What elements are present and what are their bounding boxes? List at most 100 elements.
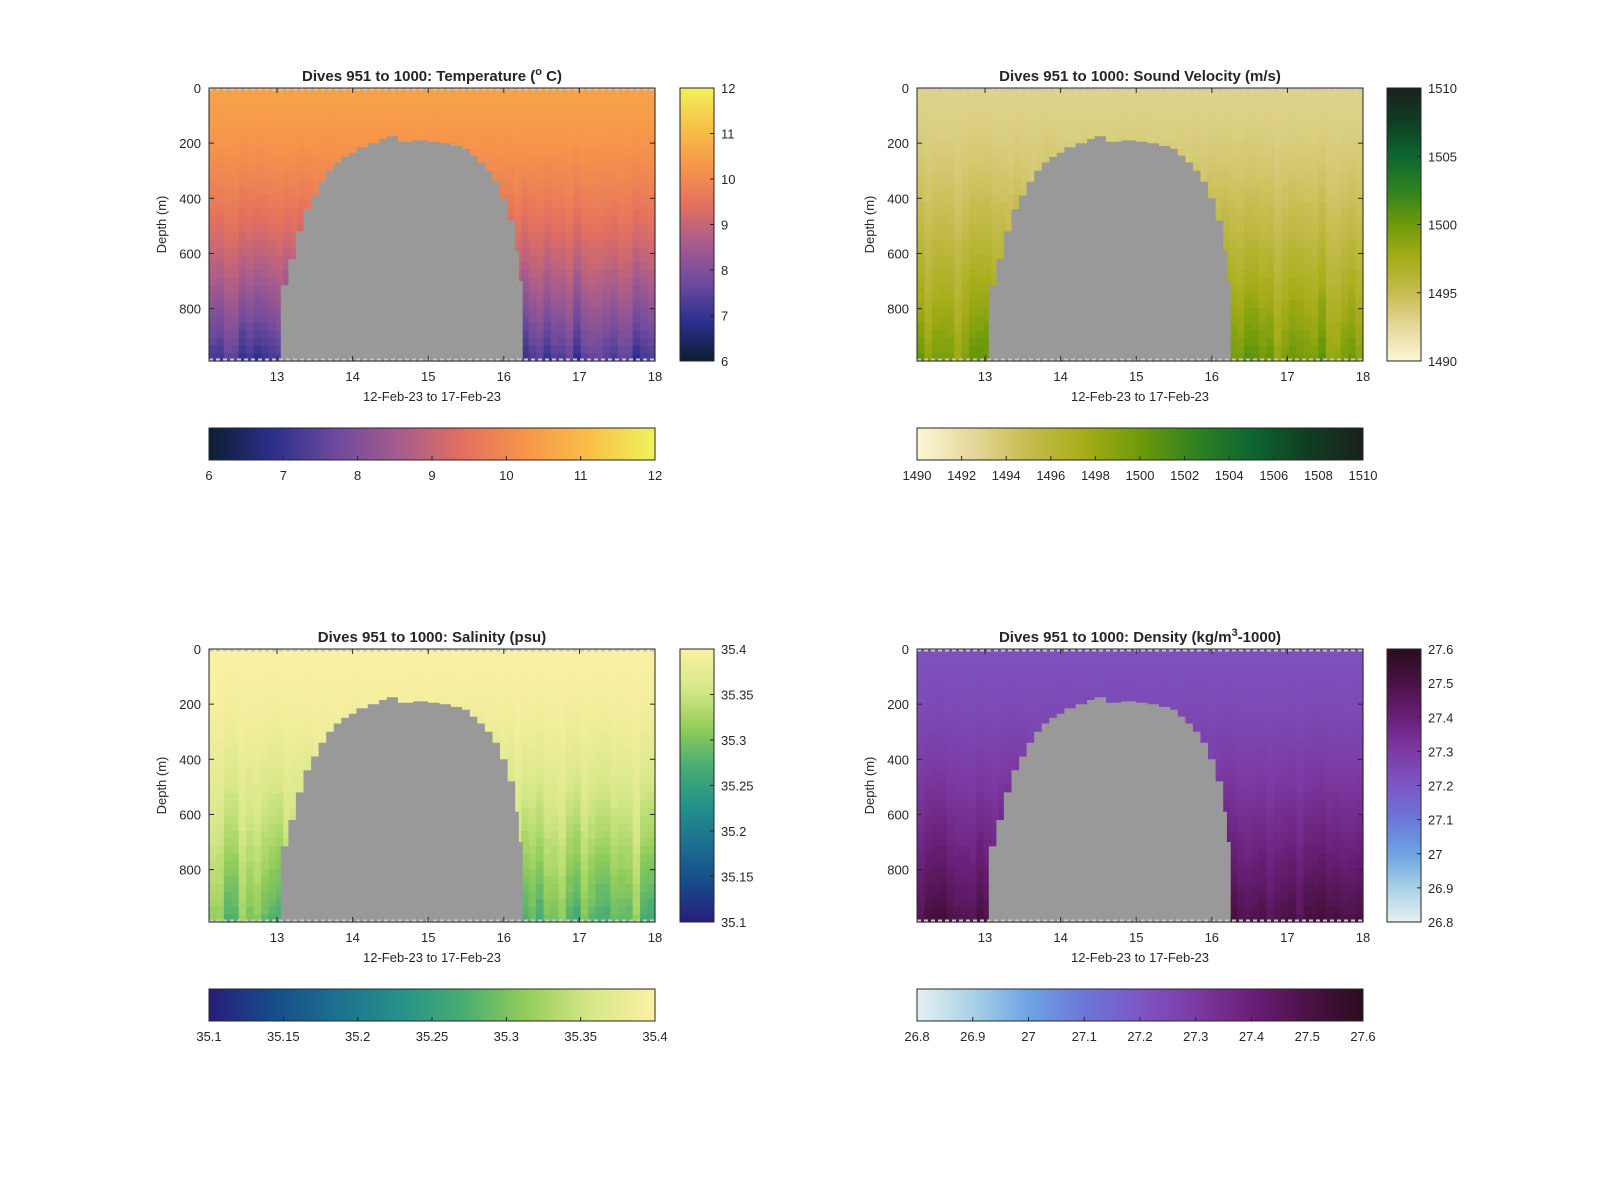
heatmap-cell: [484, 103, 493, 112]
heatmap-cell: [1325, 338, 1334, 347]
heatmap-cell: [275, 876, 284, 885]
heatmap-cell: [632, 141, 641, 150]
heatmap-cell: [313, 118, 322, 127]
heatmap-cell: [595, 353, 604, 362]
heatmap-cell: [275, 884, 284, 893]
heatmap-cell: [573, 338, 582, 347]
heatmap-cell: [1184, 125, 1193, 135]
heatmap-cell: [275, 95, 284, 104]
heatmap-cell: [498, 179, 507, 188]
heatmap-cell: [573, 156, 582, 165]
heatmap-cell: [506, 95, 515, 104]
heatmap-cell: [223, 95, 232, 104]
heatmap-cell: [231, 300, 240, 309]
heatmap-cell: [998, 209, 1007, 218]
heatmap-cell: [268, 307, 277, 317]
heatmap-cell: [1266, 125, 1275, 135]
hcolorbar-tick-label: 1504: [1215, 468, 1244, 483]
y-axis-label: Depth (m): [862, 196, 877, 254]
heatmap-cell: [1169, 125, 1178, 135]
heatmap-cell: [954, 88, 963, 97]
heatmap-cell: [917, 216, 926, 226]
heatmap-cell: [231, 110, 240, 119]
heatmap-cell: [550, 292, 559, 301]
heatmap-cell: [632, 262, 641, 271]
heatmap-cell: [231, 345, 240, 355]
heatmap-cell: [1214, 118, 1223, 127]
heatmap-cell: [521, 330, 530, 339]
heatmap-cell: [1251, 300, 1260, 309]
heatmap-cell: [275, 307, 284, 317]
heatmap-cell: [1348, 156, 1357, 165]
heatmap-cell: [1258, 270, 1267, 279]
heatmap-cell: [1221, 186, 1230, 195]
heatmap-cell: [246, 262, 255, 271]
heatmap-cell: [223, 846, 232, 855]
heatmap-cell: [1229, 338, 1238, 347]
heatmap-cell: [290, 649, 299, 658]
heatmap-cell: [939, 141, 948, 150]
heatmap-cell: [313, 179, 322, 188]
heatmap-cell: [1021, 95, 1030, 104]
heatmap-cell: [931, 209, 940, 218]
heatmap-cell: [261, 201, 270, 210]
heatmap-cell: [1258, 338, 1267, 347]
heatmap-cell: [1050, 118, 1059, 127]
heatmap-cell: [231, 141, 240, 150]
heatmap-cell: [261, 345, 270, 355]
heatmap-cell: [588, 345, 597, 355]
heatmap-cell: [1043, 148, 1052, 157]
heatmap-cell: [246, 740, 255, 749]
heatmap-cell: [1266, 277, 1275, 286]
heatmap-cell: [528, 330, 537, 339]
heatmap-cell: [1281, 118, 1290, 127]
heatmap-cell: [610, 315, 619, 324]
heatmap-cell: [1065, 110, 1074, 119]
heatmap-cell: [640, 118, 649, 127]
heatmap-cell: [976, 148, 985, 157]
heatmap-cell: [1214, 201, 1223, 210]
heatmap-cell: [1333, 148, 1342, 157]
heatmap-cell: [521, 125, 530, 135]
heatmap-cell: [1043, 118, 1052, 127]
heatmap-cell: [543, 307, 552, 317]
heatmap-cell: [528, 216, 537, 226]
heatmap-cell: [573, 95, 582, 104]
heatmap-cell: [275, 914, 284, 923]
heatmap-cell: [625, 345, 634, 355]
heatmap-cell: [595, 315, 604, 324]
heatmap-cell: [1251, 254, 1260, 264]
heatmap-cell: [424, 103, 433, 112]
heatmap-cell: [246, 118, 255, 127]
heatmap-cell: [1333, 239, 1342, 248]
heatmap-cell: [976, 292, 985, 301]
heatmap-cell: [640, 186, 649, 195]
heatmap-cell: [580, 88, 589, 97]
heatmap-cell: [1236, 110, 1245, 119]
heatmap-cell: [283, 800, 292, 809]
heatmap-cell: [565, 209, 574, 218]
heatmap-cell: [238, 755, 247, 764]
heatmap-cell: [1087, 133, 1096, 142]
heatmap-cell: [223, 884, 232, 893]
heatmap-cell: [223, 702, 232, 711]
heatmap-cell: [461, 88, 470, 97]
heatmap-cell: [647, 171, 656, 180]
heatmap-cell: [1236, 254, 1245, 264]
heatmap-cell: [625, 338, 634, 347]
heatmap-cell: [1110, 103, 1119, 112]
heatmap-cell: [1244, 262, 1253, 271]
heatmap-cell: [1251, 125, 1260, 135]
heatmap-cell: [617, 315, 626, 324]
heatmap-cell: [216, 823, 225, 832]
heatmap-cell: [1244, 163, 1253, 173]
heatmap-cell: [290, 95, 299, 104]
heatmap-cell: [917, 285, 926, 294]
heatmap-cell: [231, 125, 240, 135]
heatmap-cell: [327, 103, 336, 112]
heatmap-cell: [528, 103, 537, 112]
heatmap-cell: [454, 141, 463, 150]
heatmap-cell: [1348, 148, 1357, 157]
heatmap-cell: [1095, 103, 1104, 112]
heatmap-cell: [223, 201, 232, 210]
